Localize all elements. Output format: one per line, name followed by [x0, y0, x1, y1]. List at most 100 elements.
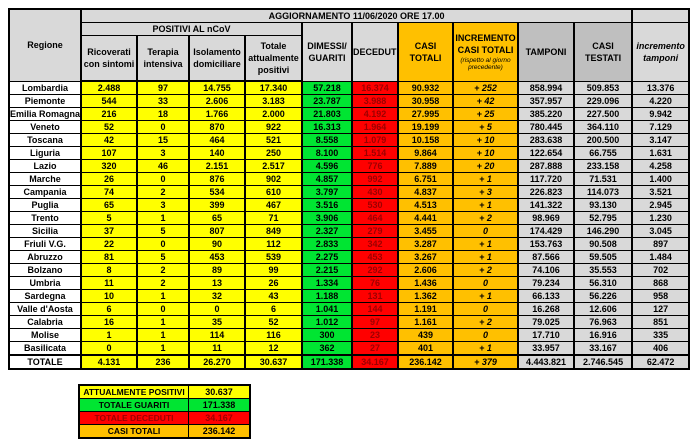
cell-terapia-intensiva: 2: [136, 185, 190, 199]
summary-body: ATTUALMENTE POSITIVI 30.637 TOTALE GUARITI…: [78, 384, 251, 439]
cell-casi-testati: 509.853: [572, 80, 634, 95]
cell-isolamento-domiciliare: 0: [188, 302, 246, 316]
cell-ricoverati-con-sintomi: 1: [80, 328, 138, 342]
cell-deceduti: 453: [351, 250, 399, 264]
region-name: TOTALE: [8, 354, 82, 370]
cell-isolamento-domiciliare: 65: [188, 211, 246, 225]
cell-terapia-intensiva: 1: [136, 341, 190, 356]
cell-casi-testati: 16.916: [572, 328, 634, 342]
cell-casi-totali: 6.751: [397, 172, 454, 186]
cell-ricoverati-con-sintomi: 65: [80, 198, 138, 212]
region-row: Friuli V.G. 22 0 90 112 2.833 342 3.287 + 1 153.7…: [8, 237, 691, 251]
covid-report-table: Regione AGGIORNAMENTO 11/06/2020 ORE 17.…: [8, 8, 691, 370]
cell-incremento-tamponi: 702: [631, 263, 691, 277]
cell-incremento-tamponi: 7.129: [631, 120, 691, 134]
cell-terapia-intensiva: 5: [136, 250, 190, 264]
cell-ricoverati-con-sintomi: 4.131: [80, 354, 138, 370]
cell-incremento-casi-totali: + 1: [452, 237, 519, 251]
cell-dimessi-guariti: 2.215: [301, 263, 353, 277]
cell-totale-attualmente-positivi: 2.517: [244, 159, 303, 173]
cell-terapia-intensiva: 3: [136, 146, 190, 160]
col-header-incremento-tamponi: incremento tamponi: [631, 22, 691, 82]
region-name: Trento: [8, 211, 82, 225]
cell-ricoverati-con-sintomi: 42: [80, 133, 138, 147]
cell-deceduti: 992: [351, 172, 399, 186]
col-header-casi-testati: CASI TESTATI: [572, 22, 634, 82]
cell-terapia-intensiva: 236: [136, 354, 190, 370]
cell-incremento-tamponi: 9.942: [631, 107, 691, 121]
sub-header-row: Ricoverati con sintomi Terapia intensiva…: [9, 35, 689, 82]
total-row: TOTALE 4.131 236 26.270 30.637 171.338 34.167 2…: [8, 354, 691, 370]
cell-casi-totali: 4.441: [397, 211, 454, 225]
cell-ricoverati-con-sintomi: 216: [80, 107, 138, 121]
cell-ricoverati-con-sintomi: 37: [80, 224, 138, 238]
cell-casi-testati: 56.310: [572, 276, 634, 290]
cell-dimessi-guariti: 8.100: [301, 146, 353, 160]
region-row: Puglia 65 3 399 467 3.516 530 4.513 + 1 141.322 93…: [8, 198, 691, 212]
cell-deceduti: 27: [351, 341, 399, 356]
cell-tamponi: 66.133: [517, 289, 575, 303]
region-row: Umbria 11 2 13 26 1.334 76 1.436 0 79.234 56.310 86…: [8, 276, 691, 290]
region-row: Sardegna 10 1 32 43 1.188 131 1.362 + 1 66.133 56.…: [8, 289, 691, 303]
cell-totale-attualmente-positivi: 467: [244, 198, 303, 212]
cell-casi-totali: 236.142: [397, 354, 454, 370]
cell-totale-attualmente-positivi: 3.183: [244, 94, 303, 108]
cell-dimessi-guariti: 3.906: [301, 211, 353, 225]
cell-incremento-casi-totali: + 3: [452, 185, 519, 199]
cell-tamponi: 287.888: [517, 159, 575, 173]
cell-incremento-casi-totali: + 1: [452, 198, 519, 212]
region-name: Marche: [8, 172, 82, 186]
region-name: Lombardia: [8, 80, 82, 95]
cell-incremento-casi-totali: + 20: [452, 159, 519, 173]
region-name: Lazio: [8, 159, 82, 173]
cell-tamponi: 357.957: [517, 94, 575, 108]
region-row: Bolzano 8 2 89 99 2.215 292 2.606 + 2 74.106 35.55…: [8, 263, 691, 277]
cell-dimessi-guariti: 4.857: [301, 172, 353, 186]
cell-casi-testati: 2.746.545: [572, 354, 634, 370]
region-name: Liguria: [8, 146, 82, 160]
cell-totale-attualmente-positivi: 43: [244, 289, 303, 303]
cell-dimessi-guariti: 362: [301, 341, 353, 356]
cell-deceduti: 16.374: [351, 80, 399, 95]
region-name: Piemonte: [8, 94, 82, 108]
cell-deceduti: 144: [351, 302, 399, 316]
cell-casi-totali: 1.436: [397, 276, 454, 290]
cell-dimessi-guariti: 171.338: [301, 354, 353, 370]
cell-tamponi: 4.443.821: [517, 354, 575, 370]
cell-casi-totali: 30.958: [397, 94, 454, 108]
cell-totale-attualmente-positivi: 17.340: [244, 80, 303, 95]
cell-ricoverati-con-sintomi: 0: [80, 341, 138, 356]
region-name: Sicilia: [8, 224, 82, 238]
cell-totale-attualmente-positivi: 521: [244, 133, 303, 147]
cell-dimessi-guariti: 1.188: [301, 289, 353, 303]
region-row: Sicilia 37 5 807 849 2.327 279 3.455 0 174.429 146…: [8, 224, 691, 238]
cell-ricoverati-con-sintomi: 107: [80, 146, 138, 160]
region-row: Molise 1 1 114 116 300 23 439 0 17.710 16.916 335: [8, 328, 691, 342]
col-header-tamponi: TAMPONI: [517, 22, 575, 82]
cell-terapia-intensiva: 1: [136, 328, 190, 342]
cell-tamponi: 226.823: [517, 185, 575, 199]
cell-casi-testati: 146.290: [572, 224, 634, 238]
cell-ricoverati-con-sintomi: 81: [80, 250, 138, 264]
cell-totale-attualmente-positivi: 922: [244, 120, 303, 134]
cell-casi-testati: 56.226: [572, 289, 634, 303]
summary-row: ATTUALMENTE POSITIVI 30.637: [78, 384, 251, 399]
cell-casi-testati: 76.963: [572, 315, 634, 329]
cell-casi-testati: 227.500: [572, 107, 634, 121]
cell-casi-totali: 3.267: [397, 250, 454, 264]
cell-ricoverati-con-sintomi: 52: [80, 120, 138, 134]
region-name: Puglia: [8, 198, 82, 212]
cell-ricoverati-con-sintomi: 320: [80, 159, 138, 173]
cell-ricoverati-con-sintomi: 6: [80, 302, 138, 316]
cell-incremento-tamponi: 1.230: [631, 211, 691, 225]
cell-dimessi-guariti: 23.787: [301, 94, 353, 108]
cell-isolamento-domiciliare: 90: [188, 237, 246, 251]
cell-totale-attualmente-positivi: 112: [244, 237, 303, 251]
cell-dimessi-guariti: 1.012: [301, 315, 353, 329]
cell-casi-testati: 35.553: [572, 263, 634, 277]
cell-totale-attualmente-positivi: 2.000: [244, 107, 303, 121]
cell-ricoverati-con-sintomi: 22: [80, 237, 138, 251]
cell-incremento-tamponi: 1.400: [631, 172, 691, 186]
region-row: Marche 26 0 876 902 4.857 992 6.751 + 1 117.720 71…: [8, 172, 691, 186]
cell-casi-testati: 114.073: [572, 185, 634, 199]
